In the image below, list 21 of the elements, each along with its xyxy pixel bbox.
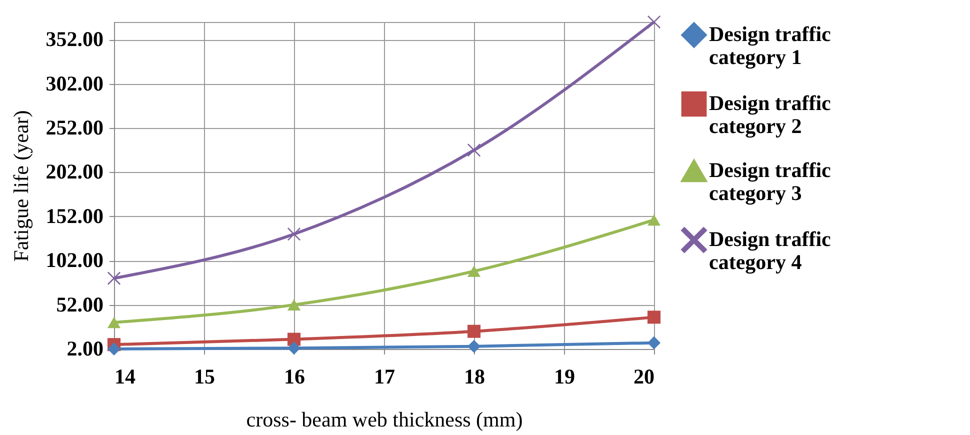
y-tick-label: 252.00 bbox=[46, 116, 104, 140]
y-tick-label: 302.00 bbox=[46, 71, 104, 96]
legend-label: Design traffic category 3 bbox=[709, 158, 831, 205]
y-tick-label: 202.00 bbox=[46, 160, 104, 184]
y-tick-label: 52.00 bbox=[56, 292, 104, 316]
x-tick-label: 16 bbox=[284, 364, 305, 388]
x-tick-label: 14 bbox=[114, 364, 136, 388]
x-tick-label: 17 bbox=[374, 364, 395, 388]
y-axis-title: Fatigue life (year) bbox=[8, 110, 33, 262]
y-tick-label: 152.00 bbox=[46, 204, 104, 228]
x-tick-label: 19 bbox=[554, 364, 575, 388]
x-tick-label: 18 bbox=[464, 364, 485, 388]
x-tick-label: 20 bbox=[634, 364, 654, 388]
y-tick-label: 2.00 bbox=[66, 336, 104, 360]
legend-label: Design traffic category 2 bbox=[709, 91, 831, 138]
legend-label: Design traffic category 1 bbox=[709, 22, 831, 69]
legend-label: Design traffic category 4 bbox=[709, 227, 831, 274]
y-tick-label: 352.00 bbox=[46, 27, 104, 52]
x-tick-label: 15 bbox=[194, 364, 215, 388]
y-tick-label: 102.00 bbox=[46, 248, 104, 272]
x-axis-title: cross- beam web thickness (mm) bbox=[246, 408, 523, 432]
